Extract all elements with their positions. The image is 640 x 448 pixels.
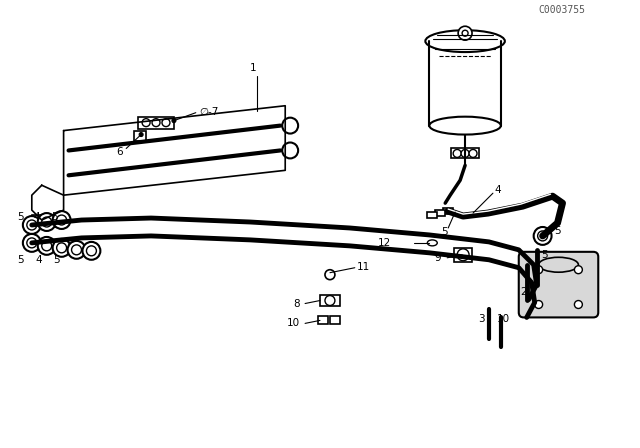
Text: 3: 3	[478, 314, 485, 324]
Bar	[435, 210, 445, 216]
Circle shape	[152, 119, 160, 127]
Text: 5: 5	[441, 227, 448, 237]
Text: 2: 2	[520, 287, 527, 297]
Circle shape	[162, 119, 170, 127]
Text: 5: 5	[17, 255, 24, 265]
Circle shape	[534, 227, 552, 245]
Bar	[330, 316, 340, 324]
Bar	[138, 116, 174, 129]
Text: 12: 12	[378, 238, 392, 248]
Circle shape	[534, 301, 543, 309]
Circle shape	[52, 239, 70, 257]
Circle shape	[68, 241, 86, 259]
Circle shape	[42, 217, 52, 227]
Bar	[454, 248, 472, 262]
Text: 5: 5	[541, 250, 548, 260]
Ellipse shape	[539, 257, 579, 272]
Text: 11: 11	[356, 262, 370, 272]
Circle shape	[142, 119, 150, 127]
Ellipse shape	[426, 30, 505, 52]
Circle shape	[325, 270, 335, 280]
Circle shape	[38, 213, 56, 231]
Circle shape	[575, 266, 582, 274]
Text: 5: 5	[554, 226, 561, 236]
Text: 5: 5	[17, 212, 24, 222]
Ellipse shape	[429, 116, 501, 134]
Circle shape	[72, 245, 81, 255]
Circle shape	[534, 266, 543, 274]
Text: 9: 9	[435, 253, 441, 263]
Text: 1: 1	[250, 63, 257, 73]
Text: 5: 5	[54, 255, 60, 265]
Circle shape	[172, 119, 176, 123]
Bar	[320, 294, 340, 306]
Bar	[318, 316, 328, 324]
Circle shape	[27, 220, 36, 230]
Text: 6: 6	[116, 147, 123, 157]
Text: 8: 8	[294, 298, 300, 309]
FancyBboxPatch shape	[519, 252, 598, 318]
Circle shape	[23, 234, 41, 252]
Circle shape	[38, 237, 56, 255]
Circle shape	[139, 133, 143, 137]
Circle shape	[575, 301, 582, 309]
Text: C0003755: C0003755	[538, 5, 585, 15]
Circle shape	[42, 241, 52, 251]
Circle shape	[23, 216, 41, 234]
Circle shape	[325, 296, 335, 306]
Circle shape	[282, 142, 298, 159]
Circle shape	[86, 246, 97, 256]
Circle shape	[57, 243, 67, 253]
Text: 4: 4	[35, 255, 42, 265]
Bar	[32, 215, 61, 227]
Ellipse shape	[428, 240, 437, 246]
Circle shape	[457, 249, 469, 261]
Bar	[444, 208, 453, 214]
Circle shape	[458, 26, 472, 40]
Text: 4: 4	[33, 212, 40, 222]
Circle shape	[461, 150, 469, 157]
Text: 10: 10	[287, 319, 300, 328]
Bar	[428, 212, 437, 218]
Text: 4: 4	[495, 185, 502, 195]
Circle shape	[282, 118, 298, 134]
Bar	[134, 130, 146, 141]
Circle shape	[27, 238, 36, 248]
Circle shape	[462, 30, 468, 36]
Bar	[451, 148, 479, 159]
Circle shape	[83, 242, 100, 260]
Circle shape	[52, 211, 70, 229]
Text: ∅-7: ∅-7	[199, 107, 218, 116]
Circle shape	[538, 231, 548, 241]
Circle shape	[42, 216, 52, 226]
Circle shape	[469, 150, 477, 157]
Circle shape	[453, 150, 461, 157]
Text: 10: 10	[497, 314, 510, 324]
Text: 5: 5	[52, 212, 58, 222]
Circle shape	[57, 215, 67, 225]
